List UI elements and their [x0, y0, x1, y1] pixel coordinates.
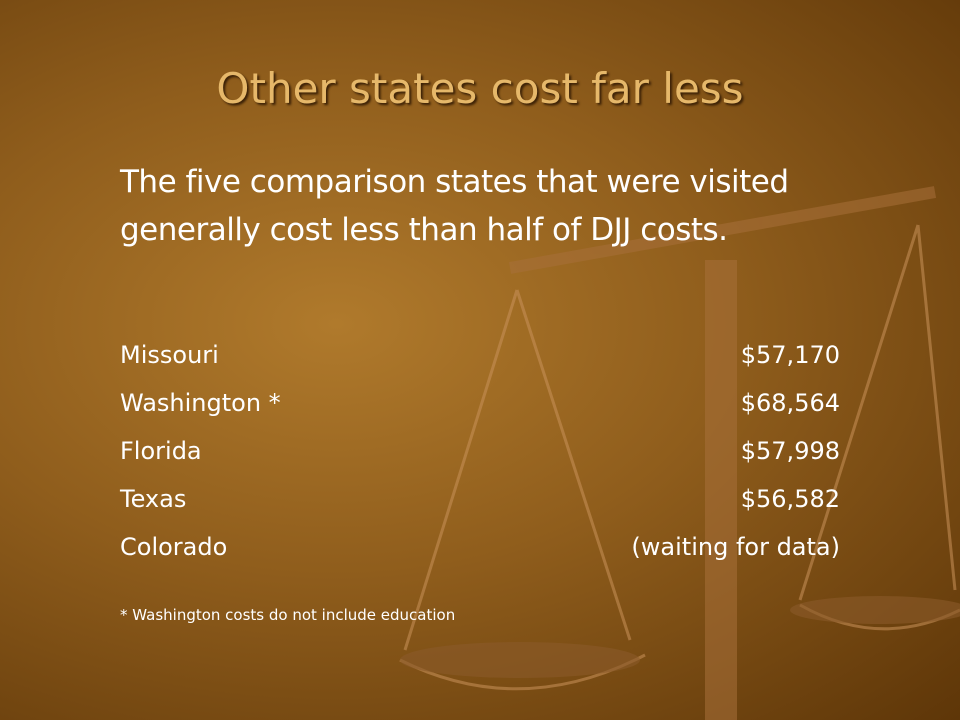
title: Other states cost far less — [216, 64, 744, 113]
state-cost: $57,170 — [740, 341, 840, 369]
subtitle: The five comparison states that were vis… — [120, 164, 808, 248]
state-cost: $68,564 — [740, 389, 840, 417]
state-cost: $56,582 — [740, 485, 840, 513]
state-name: Texas — [120, 485, 187, 513]
state-name: Missouri — [120, 341, 219, 369]
table-row: Texas $56,582 — [120, 480, 840, 528]
state-name: Washington * — [120, 389, 281, 417]
cost-table: Missouri $57,170 Washington * $68,564 Florid… — [120, 336, 840, 576]
state-cost: (waiting for data) — [631, 533, 840, 561]
state-name: Colorado — [120, 533, 228, 561]
state-cost: $57,998 — [740, 437, 840, 465]
footnote: * Washington costs do not include educat… — [120, 606, 456, 624]
table-row: Florida $57,998 — [120, 432, 840, 480]
table-row: Washington * $68,564 — [120, 384, 840, 432]
pan — [400, 642, 640, 678]
state-name: Florida — [120, 437, 202, 465]
table-row: Missouri $57,170 — [120, 336, 840, 384]
table-row: Colorado (waiting for data) — [120, 528, 840, 576]
pan — [790, 596, 960, 624]
